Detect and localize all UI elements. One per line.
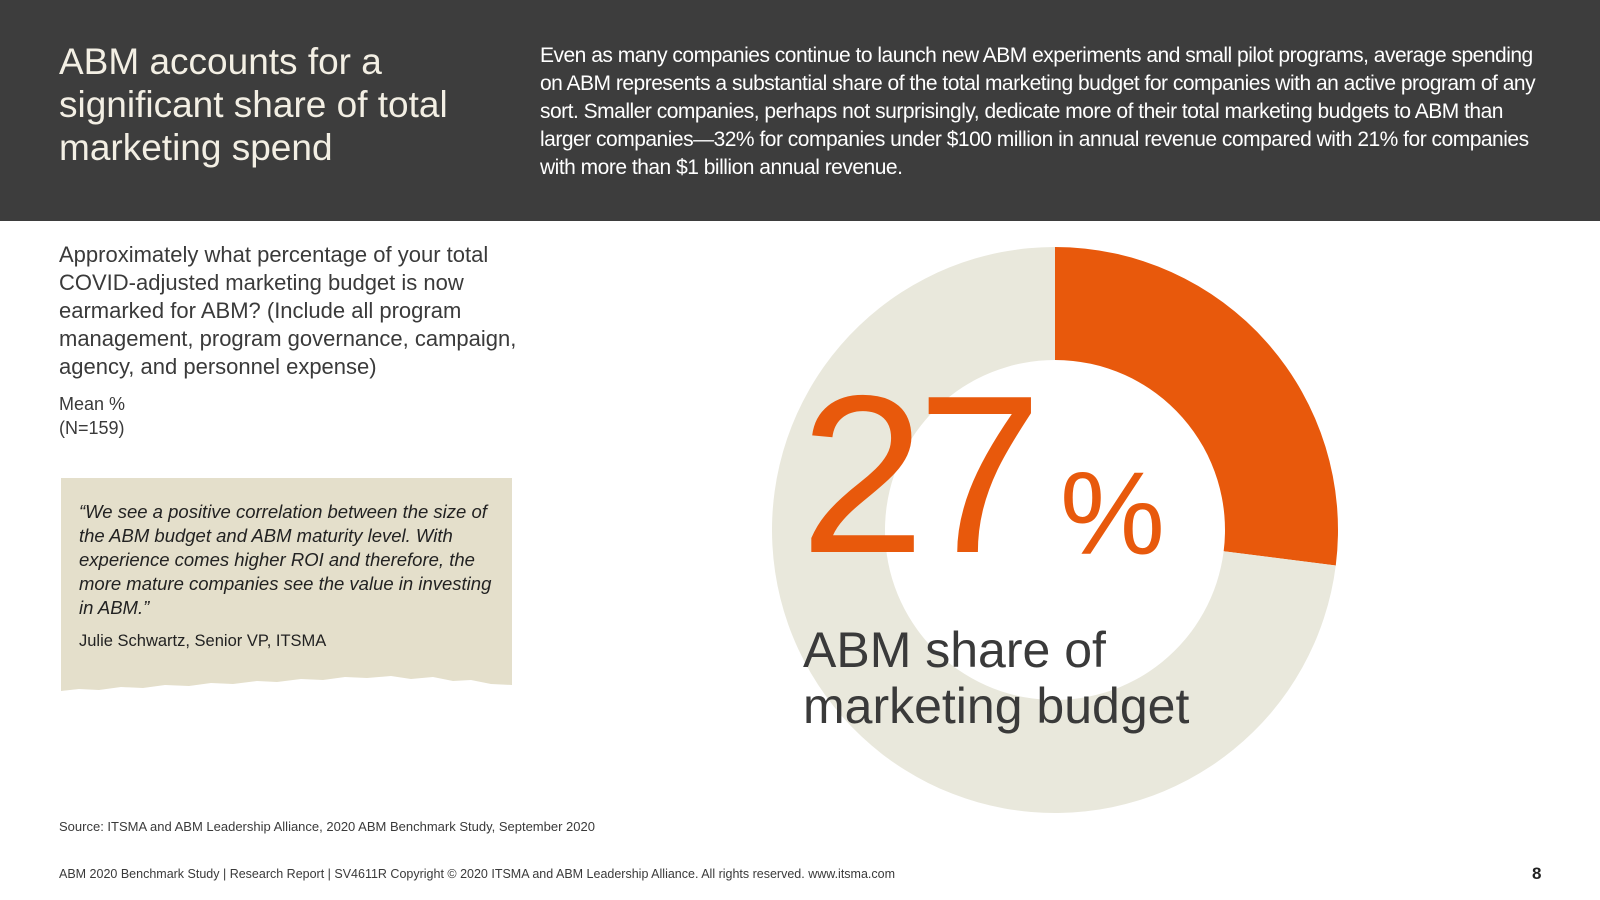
page-title: ABM accounts for a significant share of … — [59, 41, 448, 168]
torn-paper-background — [61, 478, 512, 691]
donut-chart — [770, 245, 1340, 815]
center-value: 27 — [800, 348, 1042, 600]
footer-text: ABM 2020 Benchmark Study | Research Repo… — [59, 867, 896, 881]
center-unit: % — [1060, 448, 1165, 580]
center-label: ABM share of marketing budget — [803, 622, 1190, 734]
page-number: 8 — [1532, 864, 1542, 883]
donut-slice-abm-share — [1055, 247, 1338, 566]
donut-chart-svg — [772, 247, 1338, 813]
quote-card: “We see a positive correlation between t… — [61, 478, 512, 706]
survey-question: Approximately what percentage of your to… — [59, 242, 517, 379]
sample-size: (N=159) — [59, 418, 125, 438]
source-note: Source: ITSMA and ABM Leadership Allianc… — [59, 819, 595, 834]
donut-slice-remainder — [772, 247, 1336, 813]
quote-text: “We see a positive correlation between t… — [79, 501, 492, 618]
header-band: ABM accounts for a significant share of … — [0, 0, 1600, 221]
measure-label: Mean % — [59, 394, 126, 414]
quote-author: Julie Schwartz, Senior VP, ITSMA — [79, 632, 327, 650]
intro-paragraph: Even as many companies continue to launc… — [540, 44, 1536, 179]
measure-info: Mean % (N=159) — [59, 392, 125, 440]
